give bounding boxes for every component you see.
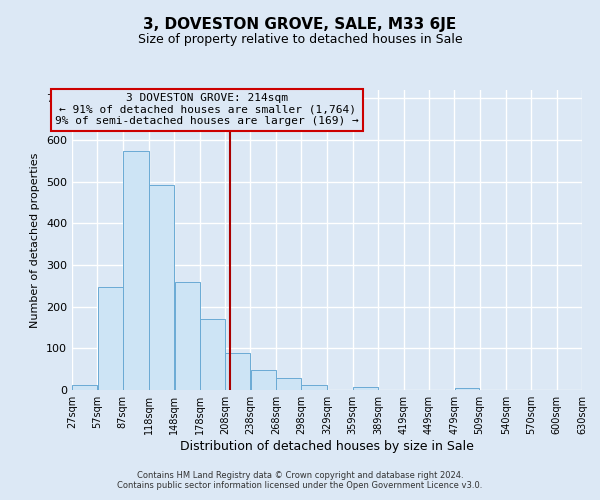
Bar	[175, 282, 199, 390]
Text: Contains public sector information licensed under the Open Government Licence v3: Contains public sector information licen…	[118, 480, 482, 490]
Text: 3 DOVESTON GROVE: 214sqm
← 91% of detached houses are smaller (1,764)
9% of semi: 3 DOVESTON GROVE: 214sqm ← 91% of detach…	[55, 93, 359, 126]
Bar	[251, 370, 275, 390]
Bar	[72, 384, 97, 390]
Text: Contains HM Land Registry data © Crown copyright and database right 2024.: Contains HM Land Registry data © Crown c…	[137, 470, 463, 480]
Text: Size of property relative to detached houses in Sale: Size of property relative to detached ho…	[137, 32, 463, 46]
Bar	[98, 286, 122, 390]
Bar	[149, 186, 174, 390]
Bar	[276, 378, 301, 390]
Bar	[455, 388, 479, 390]
Bar	[301, 384, 327, 390]
Text: 3, DOVESTON GROVE, SALE, M33 6JE: 3, DOVESTON GROVE, SALE, M33 6JE	[143, 18, 457, 32]
Bar	[123, 151, 149, 390]
Bar	[200, 319, 225, 390]
Bar	[225, 352, 250, 390]
X-axis label: Distribution of detached houses by size in Sale: Distribution of detached houses by size …	[180, 440, 474, 453]
Y-axis label: Number of detached properties: Number of detached properties	[31, 152, 40, 328]
Bar	[353, 387, 378, 390]
